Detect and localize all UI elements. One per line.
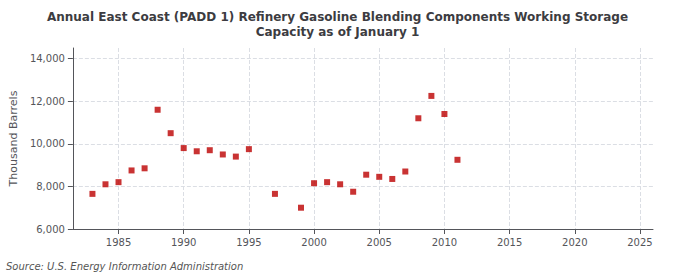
svg-text:1990: 1990 [171, 237, 196, 248]
svg-text:2020: 2020 [562, 237, 587, 248]
svg-text:Annual East Coast (PADD 1) Ref: Annual East Coast (PADD 1) Refinery Gaso… [47, 10, 628, 24]
svg-text:Thousand Barrels: Thousand Barrels [7, 90, 20, 187]
svg-text:Capacity as of January 1: Capacity as of January 1 [256, 25, 420, 39]
svg-text:14,000: 14,000 [30, 53, 65, 64]
svg-text:2000: 2000 [301, 237, 326, 248]
svg-text:2010: 2010 [432, 237, 457, 248]
svg-text:2005: 2005 [367, 237, 392, 248]
svg-text:10,000: 10,000 [30, 138, 65, 149]
svg-text:2015: 2015 [497, 237, 522, 248]
svg-text:1985: 1985 [106, 237, 131, 248]
svg-text:Source: U.S. Energy Informatio: Source: U.S. Energy Information Administ… [6, 261, 243, 272]
svg-text:1995: 1995 [236, 237, 261, 248]
svg-text:8,000: 8,000 [36, 181, 65, 192]
svg-text:6,000: 6,000 [36, 224, 65, 235]
svg-text:2025: 2025 [627, 237, 652, 248]
svg-text:12,000: 12,000 [30, 96, 65, 107]
